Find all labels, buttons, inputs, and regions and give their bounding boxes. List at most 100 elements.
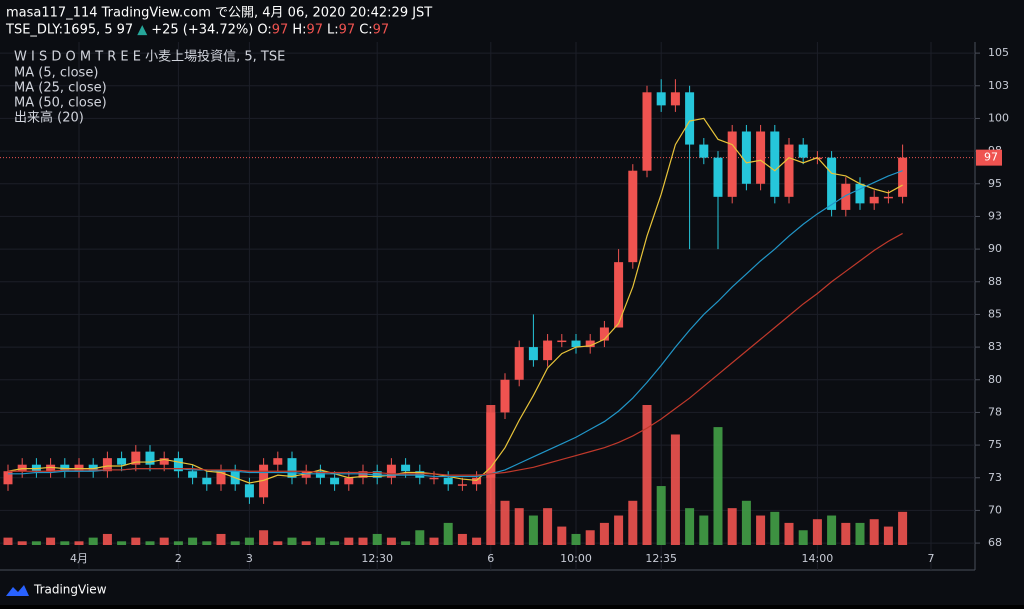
volume-bar (770, 511, 780, 545)
volume-bar (344, 537, 354, 545)
candle-body (883, 196, 893, 199)
candle-body (599, 327, 609, 341)
y-tick-label: 103 (988, 79, 1009, 92)
footer (0, 578, 1024, 605)
volume-bar (557, 526, 567, 545)
candle-body (188, 471, 198, 478)
y-tick-label: 83 (988, 340, 1002, 353)
chart-title: W I S D O M T R E E 小麦上場投資信, 5, TSE (14, 49, 285, 65)
last-price-label: 97 (984, 151, 998, 164)
volume-bar (628, 500, 638, 545)
x-tick-label: 14:00 (802, 552, 834, 565)
y-tick-label: 90 (988, 242, 1002, 255)
volume-bar (259, 530, 269, 545)
volume-bar (685, 508, 695, 545)
volume-bar (699, 515, 709, 545)
candle-body (102, 458, 112, 472)
candle-body (31, 464, 41, 472)
volume-bar (31, 541, 41, 545)
volume-bar (117, 541, 127, 545)
y-tick-label: 75 (988, 438, 1002, 451)
x-tick-label: 6 (487, 552, 494, 565)
volume-bar (401, 541, 411, 545)
volume-bar (188, 537, 198, 545)
legend-item: MA (25, close) (14, 81, 107, 96)
volume-bar (670, 434, 680, 545)
volume-bar (102, 533, 112, 545)
volume-bar (827, 515, 837, 545)
candle-body (472, 477, 482, 485)
volume-bar (812, 519, 822, 545)
candle-body (358, 471, 368, 478)
volume-bar (287, 537, 297, 545)
x-tick-label: 12:35 (645, 552, 677, 565)
y-tick-label: 85 (988, 307, 1002, 320)
volume-bar (841, 522, 851, 545)
legend-item: MA (50, close) (14, 96, 107, 111)
volume-bar (315, 537, 325, 545)
legend: MA (5, close)MA (25, close)MA (50, close… (14, 66, 107, 126)
candle-body (784, 144, 794, 197)
candle-body (614, 262, 624, 328)
candle-body (770, 131, 780, 197)
volume-bar (330, 541, 340, 545)
y-tick-label: 100 (988, 111, 1009, 124)
candle-body (699, 144, 709, 158)
candle-body (145, 451, 155, 465)
volume-bar (74, 541, 84, 545)
header-text: 97 (117, 23, 134, 38)
volume-bar (429, 537, 439, 545)
candle-body (670, 92, 680, 106)
volume-bar (457, 533, 467, 545)
y-tick-label: 105 (988, 46, 1009, 59)
y-tick-label: 80 (988, 373, 1002, 386)
candle-body (60, 464, 70, 472)
candle-body (585, 340, 595, 348)
candle-body (3, 471, 13, 485)
candle-body (514, 347, 524, 380)
candle-body (244, 484, 254, 498)
volume-bar (372, 533, 382, 545)
candle-body (415, 471, 425, 478)
candle-body (898, 157, 908, 197)
candle-body (528, 347, 538, 361)
volume-bar (273, 541, 283, 545)
candle-body (713, 157, 723, 197)
y-tick-label: 95 (988, 177, 1002, 190)
candle-body (386, 464, 396, 478)
volume-bar (855, 522, 865, 545)
volume-bar (244, 537, 254, 545)
candle-body (855, 183, 865, 204)
candle-body (287, 458, 297, 478)
volume-bar (145, 541, 155, 545)
candle-body (756, 131, 766, 184)
candle-body (17, 464, 27, 472)
x-tick-label: 2 (175, 552, 182, 565)
symbol-line: TSE_DLY:1695, 5 97 ▲ +25 (+34.72%) O: 97 H: 97 L… (5, 23, 389, 38)
legend-item: 出来高 (20) (14, 110, 84, 126)
volume-bar (798, 530, 808, 545)
candle-body (656, 92, 666, 106)
x-tick-label: 4月 (70, 552, 88, 565)
candle-body (131, 451, 141, 465)
candle-body (500, 379, 510, 413)
header-text: TSE_DLY:1695, 5 (5, 23, 113, 38)
candle-body (88, 464, 98, 472)
header-text: 97 (373, 23, 390, 38)
publisher: masa117_114 TradingView.com で公開, 4月 06, … (6, 6, 432, 21)
volume-bar (571, 533, 581, 545)
candle-body (827, 157, 837, 210)
header-text: L: (327, 23, 339, 38)
last-price-tag (976, 149, 1002, 166)
candle-body (159, 458, 169, 465)
ma-line (8, 232, 903, 476)
candle-body (173, 458, 183, 472)
candle-body (869, 196, 879, 204)
volume-bar (642, 405, 652, 545)
candle-body (401, 464, 411, 472)
y-tick-label: 93 (988, 209, 1002, 222)
candle-body (486, 412, 496, 478)
volume-bar (869, 519, 879, 545)
